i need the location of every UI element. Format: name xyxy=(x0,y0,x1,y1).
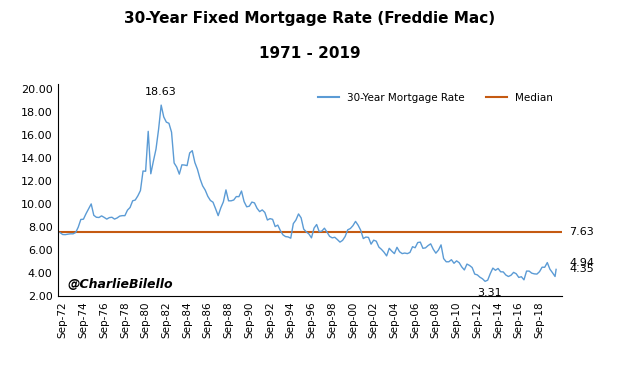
Text: 1971 - 2019: 1971 - 2019 xyxy=(259,46,361,60)
Text: 3.31: 3.31 xyxy=(477,288,502,298)
Text: 7.63: 7.63 xyxy=(569,226,594,237)
Text: 4.35: 4.35 xyxy=(569,264,594,274)
Text: @CharlieBilello: @CharlieBilello xyxy=(68,278,174,291)
Text: 30-Year Fixed Mortgage Rate (Freddie Mac): 30-Year Fixed Mortgage Rate (Freddie Mac… xyxy=(125,11,495,26)
Text: 18.63: 18.63 xyxy=(145,87,177,97)
Legend: 30-Year Mortgage Rate, Median: 30-Year Mortgage Rate, Median xyxy=(314,89,557,107)
Text: 4.94: 4.94 xyxy=(569,258,594,268)
